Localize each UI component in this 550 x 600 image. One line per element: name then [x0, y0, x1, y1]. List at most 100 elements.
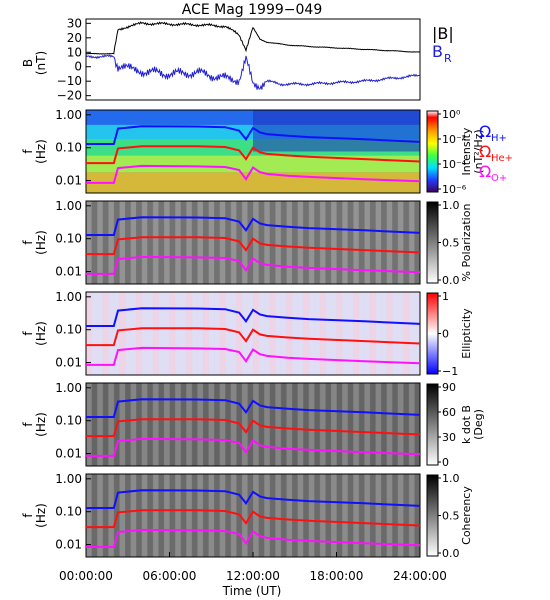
y-tick-label: 0.01: [55, 174, 82, 188]
texture-stripe: [214, 201, 221, 284]
texture-stripe: [102, 383, 109, 466]
texture-stripe: [230, 474, 237, 557]
texture-stripe: [175, 201, 182, 284]
texture-stripe: [386, 383, 393, 466]
texture-stripe: [347, 474, 354, 557]
x-tick-label: 24:00:00: [393, 569, 447, 583]
texture-stripe: [342, 474, 349, 557]
y-tick-label: 0.10: [55, 505, 82, 519]
texture-stripe: [86, 383, 93, 466]
texture-stripe: [308, 201, 315, 284]
colorbar-unit: (nT²/Hz): [472, 129, 485, 173]
legend-h-plus-sub: H+: [491, 133, 507, 144]
texture-stripe: [97, 474, 104, 557]
texture-stripe: [280, 474, 287, 557]
plot-frame: [85, 382, 421, 467]
y-tick-label: 1.00: [55, 199, 82, 213]
series-line-br: [85, 54, 421, 90]
texture-stripe: [152, 292, 159, 375]
colorbar: [426, 110, 439, 193]
texture-stripe: [264, 474, 271, 557]
y-axis-label: f: [21, 513, 35, 518]
y-axis-label: f: [21, 422, 35, 427]
texture-stripe: [342, 292, 349, 375]
colorbar-label: % Polarization: [460, 204, 473, 282]
texture-stripe: [197, 474, 204, 557]
colorbar: [426, 292, 439, 375]
texture-stripe: [319, 201, 326, 284]
texture-stripe: [152, 474, 159, 557]
texture-stripe: [280, 383, 287, 466]
texture-stripe: [253, 292, 260, 375]
texture-stripe: [314, 474, 321, 557]
texture-stripe: [275, 474, 282, 557]
texture-stripe: [330, 383, 337, 466]
colorbar-tick-label: 0.0: [442, 547, 460, 560]
texture-stripe: [275, 383, 282, 466]
colorbar-tick-label: 0: [442, 456, 449, 469]
texture-stripe: [397, 292, 404, 375]
legend-br-subscript: R: [444, 52, 452, 65]
texture-stripe: [392, 474, 399, 557]
y-tick-label: 0.10: [55, 141, 82, 155]
plot-frame: [85, 291, 421, 376]
texture-stripe: [325, 474, 332, 557]
texture-stripe: [258, 201, 265, 284]
texture-stripe: [86, 474, 93, 557]
texture-stripe: [191, 201, 198, 284]
texture-stripe: [303, 474, 310, 557]
texture-stripe: [369, 292, 376, 375]
y-tick-label: 1.00: [55, 472, 82, 486]
texture-stripe: [364, 201, 371, 284]
texture-stripe: [253, 201, 260, 284]
legend-btotal: |B|: [432, 24, 454, 43]
texture-stripe: [297, 201, 304, 284]
texture-stripe: [291, 201, 299, 284]
gyro-line-he-plus: [86, 145, 421, 165]
x-tick-label: 06:00:00: [143, 569, 197, 583]
texture-stripe: [141, 383, 148, 466]
texture-stripe: [375, 383, 382, 466]
texture-stripe: [347, 383, 354, 466]
texture-stripe: [141, 292, 148, 375]
texture-stripe: [130, 383, 137, 466]
texture-stripe: [364, 383, 371, 466]
legend-h-plus-symbol: Ω: [479, 122, 491, 141]
texture-stripe: [297, 474, 304, 557]
texture-stripe: [208, 201, 215, 284]
texture-stripe: [358, 292, 365, 375]
texture-stripe: [86, 201, 93, 284]
panel-kdotb: 1.00 0.10 0.01 f (Hz) 90 60 30 0 k dot B (Deg): [21, 381, 485, 469]
colorbar-tick-label: 0.5: [442, 237, 460, 250]
texture-stripe: [358, 201, 365, 284]
texture-stripe: [130, 292, 137, 375]
texture-stripe: [414, 474, 421, 557]
gyro-line-he-plus: [86, 236, 421, 256]
y-tick-label: −10: [57, 74, 82, 88]
texture-stripe: [264, 292, 271, 375]
texture-stripe: [241, 201, 248, 284]
gyro-line-o-plus: [86, 164, 421, 184]
gyro-line-o-plus: [86, 528, 421, 548]
texture-stripe: [180, 474, 187, 557]
texture-stripe: [175, 383, 182, 466]
texture-stripe: [336, 201, 343, 284]
colorbar-tick-label: 0.0: [442, 274, 460, 287]
colorbar-tick-label: 0.5: [442, 510, 460, 523]
y-axis-label: f: [21, 331, 35, 336]
texture-stripe: [280, 292, 287, 375]
texture-stripe: [353, 474, 360, 557]
texture-stripe: [230, 201, 237, 284]
y-tick-label: 0.10: [55, 323, 82, 337]
y-axis-unit: (Hz): [34, 412, 48, 437]
texture-stripe: [325, 383, 332, 466]
texture-stripe: [225, 292, 232, 375]
x-axis-label: Time (UT): [222, 584, 282, 598]
texture-stripe: [336, 383, 343, 466]
texture-stripe: [202, 383, 209, 466]
texture-stripe: [308, 383, 315, 466]
texture-stripe: [408, 383, 415, 466]
texture-stripe: [369, 383, 376, 466]
intensity-band: [86, 155, 420, 173]
